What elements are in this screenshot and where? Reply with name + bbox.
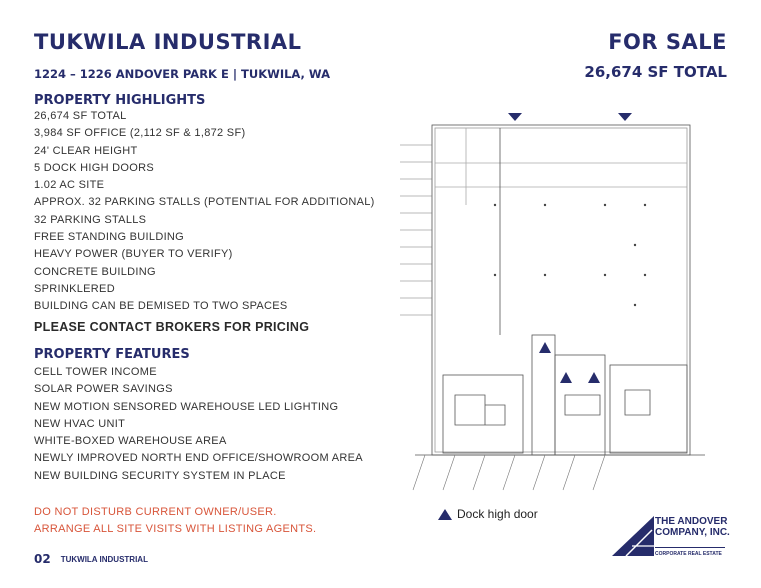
parking-line (502, 454, 516, 491)
dock-door-icon (508, 113, 522, 121)
list-item: APPROX. 32 PARKING STALLS (POTENTIAL FOR… (34, 196, 375, 209)
column-dot (633, 303, 637, 307)
list-item: SPRINKLERED (34, 282, 115, 295)
highlights-heading: PROPERTY HIGHLIGHTS (34, 93, 206, 108)
list-item: 3,984 SF OFFICE (2,112 SF & 1,872 SF) (34, 127, 246, 140)
list-item: 1.02 AC SITE (34, 179, 105, 192)
dock-door-icon (539, 342, 551, 353)
column-dot (493, 203, 497, 207)
status: FOR SALE (608, 30, 727, 54)
highlights-list: 26,674 SF TOTAL 3,984 SF OFFICE (2,112 SF… (34, 108, 375, 316)
list-item: NEW BUILDING SECURITY SYSTEM IN PLACE (34, 469, 286, 482)
list-item: 26,674 SF TOTAL (34, 110, 127, 122)
column-dot (543, 273, 547, 277)
parking-line (472, 454, 486, 491)
warning: ARRANGE ALL SITE VISITS WITH LISTING AGE… (34, 523, 317, 535)
parking-line (532, 454, 546, 491)
company-logo: THE ANDOVER COMPANY, INC. CORPORATE REAL… (612, 516, 732, 557)
list-item: HEAVY POWER (BUYER TO VERIFY) (34, 248, 233, 261)
column-dot (543, 203, 547, 207)
legend: Dock high door (438, 507, 538, 521)
column-dot (603, 273, 607, 277)
list-item: CELL TOWER INCOME (34, 366, 157, 378)
triangle-icon (438, 508, 452, 520)
page-title: TUKWILA INDUSTRIAL (34, 30, 302, 54)
address: 1224 – 1226 ANDOVER PARK E | TUKWILA, WA (34, 67, 330, 81)
list-item: WHITE-BOXED WAREHOUSE AREA (34, 435, 227, 448)
page-number: 02 (34, 552, 51, 566)
column-dot (603, 203, 607, 207)
list-item: SOLAR POWER SAVINGS (34, 383, 173, 396)
list-item: 24' CLEAR HEIGHT (34, 144, 138, 157)
logo-mark (612, 516, 654, 557)
list-item: NEW MOTION SENSORED WAREHOUSE LED LIGHTI… (34, 400, 339, 413)
parking-line (592, 454, 606, 491)
legend-label: Dock high door (457, 507, 538, 521)
list-item: NEW HVAC UNIT (34, 417, 126, 430)
list-item: 5 DOCK HIGH DOORS (34, 161, 155, 174)
dock-door-icon (618, 113, 632, 121)
list-item: 32 PARKING STALLS (34, 213, 147, 226)
total-sf: 26,674 SF TOTAL (584, 63, 727, 81)
parking-line (562, 454, 576, 491)
floor-plan (400, 113, 705, 491)
list-item: NEWLY IMPROVED NORTH END OFFICE/SHOWROOM… (34, 452, 363, 465)
column-dot (633, 243, 637, 247)
features-list: CELL TOWER INCOME SOLAR POWER SAVINGS NEW … (34, 364, 363, 485)
dock-door-icon (560, 372, 572, 383)
parking-line (442, 454, 456, 491)
logo-name: THE ANDOVER COMPANY, INC. (655, 516, 730, 538)
list-item: CONCRETE BUILDING (34, 265, 156, 278)
footer: 02 TUKWILA INDUSTRIAL (34, 552, 148, 566)
warning: DO NOT DISTURB CURRENT OWNER/USER. (34, 506, 277, 518)
column-dot (643, 273, 647, 277)
column-dot (493, 273, 497, 277)
features-heading: PROPERTY FEATURES (34, 347, 190, 362)
dock-door-icon (588, 372, 600, 383)
list-item: BUILDING CAN BE DEMISED TO TWO SPACES (34, 300, 288, 313)
list-item: FREE STANDING BUILDING (34, 231, 185, 244)
column-dot (643, 203, 647, 207)
footer-label: TUKWILA INDUSTRIAL (60, 554, 148, 564)
logo-tagline: CORPORATE REAL ESTATE (655, 547, 725, 557)
parking-line (412, 454, 426, 491)
contact-note: PLEASE CONTACT BROKERS FOR PRICING (34, 320, 310, 334)
